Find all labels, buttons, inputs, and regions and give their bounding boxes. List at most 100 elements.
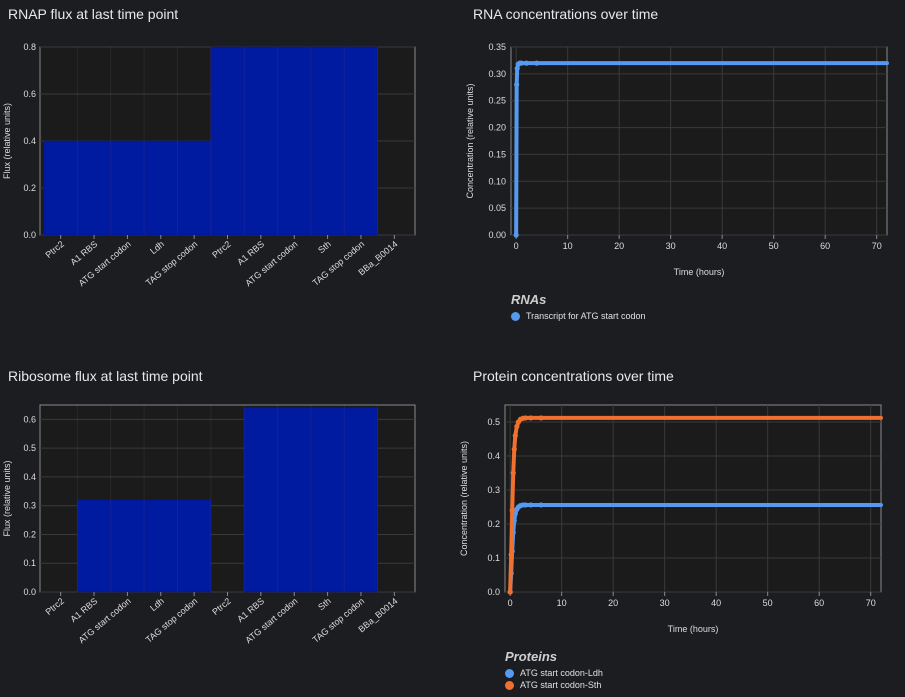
bar	[310, 46, 345, 236]
bar	[344, 46, 378, 236]
protein-legend-label-sth: ATG start codon-Sth	[520, 680, 602, 690]
ribosome-flux-plot: 0.0 0.1 0.2 0.3 0.4 0.5 0.6 Flux (relative unit…	[2, 404, 416, 645]
x-tick-label: 70	[872, 241, 882, 251]
data-point	[523, 502, 529, 508]
y-tick-label: 0.6	[23, 89, 36, 99]
data-point	[538, 502, 544, 508]
x-tick-label: Ldh	[148, 596, 166, 613]
rna-legend-item[interactable]: Transcript for ATG start codon	[511, 311, 646, 321]
x-tick-label: A1 RBS	[68, 596, 99, 624]
bar	[43, 140, 78, 236]
y-tick-label: 0.2	[23, 529, 36, 539]
x-axis-label: Time (hours)	[674, 267, 725, 277]
y-tick-label: 0.30	[488, 69, 506, 79]
x-tick-label: Sth	[316, 596, 333, 612]
y-tick-label: 0.0	[23, 587, 36, 597]
rnap-flux-chart: 0.0 0.2 0.4 0.6 0.8 Flux (relative units) Ptrc…	[2, 42, 416, 288]
protein-concentration-plot: 0.0 0.1 0.2 0.3 0.4 0.5 0 10 20 30 40 50 60 70 Time (h…	[459, 404, 883, 634]
y-tick-label: 0.10	[488, 176, 506, 186]
data-point	[513, 232, 519, 238]
x-tick-label: 60	[814, 598, 824, 608]
y-tick-label: 0.5	[23, 443, 36, 453]
rna-concentration-title: RNA concentrations over time	[473, 6, 659, 22]
data-point	[512, 433, 518, 439]
legend-marker-icon	[505, 680, 514, 690]
protein-concentration-title: Protein concentrations over time	[473, 368, 674, 384]
x-tick-label: Ptrc2	[43, 239, 66, 260]
y-tick-label: 0.8	[23, 42, 36, 52]
data-point	[528, 502, 534, 508]
data-point	[511, 446, 517, 452]
rnap-flux-title: RNAP flux at last time point	[8, 6, 179, 22]
bar	[310, 407, 345, 593]
x-tick-label: 60	[820, 241, 830, 251]
rna-legend-title: RNAs	[511, 292, 547, 307]
data-point	[508, 552, 514, 558]
y-tick-label: 0.4	[23, 472, 36, 482]
x-tick-label: 70	[866, 598, 876, 608]
x-tick-label: 20	[608, 598, 618, 608]
protein-concentration-chart: 0.0 0.1 0.2 0.3 0.4 0.5 0 10 20 30 40 50 60 70 Time (h…	[459, 404, 883, 634]
bar	[143, 499, 178, 593]
y-axis-label: Flux (relative units)	[2, 103, 12, 179]
data-point	[514, 423, 520, 430]
data-point	[514, 82, 520, 88]
x-tick-label: 50	[769, 241, 779, 251]
y-tick-label: 0.35	[488, 42, 506, 52]
y-tick-label: 0.4	[23, 136, 36, 146]
protein-concentration-panel: Protein concentrations over time 0.0 0.1 0…	[452, 362, 905, 697]
protein-legend-item-ldh[interactable]: ATG start codon-Ldh	[505, 668, 603, 678]
y-tick-label: 0.6	[23, 414, 36, 424]
data-point	[534, 60, 540, 66]
data-point	[510, 470, 516, 476]
data-point	[523, 60, 530, 66]
data-point	[523, 415, 529, 421]
bar	[277, 407, 312, 593]
ribosome-flux-chart: 0.0 0.1 0.2 0.3 0.4 0.5 0.6 Flux (relative unit…	[2, 404, 416, 645]
y-axis-label: Concentration (relative units)	[465, 83, 475, 198]
rna-legend-label: Transcript for ATG start codon	[526, 311, 646, 321]
x-tick-label: A1 RBS	[68, 239, 99, 267]
x-tick-label: Ptrc2	[43, 596, 66, 617]
bar	[77, 140, 111, 236]
bar	[177, 499, 212, 593]
rna-concentration-plot: 0.00 0.05 0.10 0.15 0.20 0.25 0.30 0.35 0 10 20 30 4…	[465, 42, 889, 277]
protein-legend-item-sth[interactable]: ATG start codon-Sth	[505, 680, 601, 690]
data-point	[528, 415, 534, 421]
data-point	[518, 60, 524, 66]
y-tick-label: 0.00	[488, 230, 506, 240]
x-tick-label: Ptrc2	[210, 596, 233, 617]
y-axis-label: Concentration (relative units)	[459, 441, 469, 556]
x-tick-label: 0	[508, 598, 513, 608]
ribosome-flux-title: Ribosome flux at last time point	[8, 368, 203, 384]
y-tick-label: 0.4	[487, 451, 500, 461]
x-tick-label: 10	[563, 241, 573, 251]
data-point	[507, 589, 513, 595]
x-tick-label: Ptrc2	[210, 239, 233, 260]
protein-legend-title: Proteins	[505, 649, 558, 664]
bar	[210, 46, 245, 236]
bar	[77, 499, 111, 593]
bar	[143, 140, 178, 236]
y-tick-label: 0.0	[487, 587, 500, 597]
x-tick-label: 50	[763, 598, 773, 608]
x-tick-label: Sth	[316, 239, 333, 255]
y-tick-label: 0.1	[23, 558, 36, 568]
x-axis-label: Time (hours)	[668, 624, 719, 634]
bar	[110, 499, 145, 593]
protein-legend-label-ldh: ATG start codon-Ldh	[520, 668, 603, 678]
ribosome-flux-panel: Ribosome flux at last time point 0.0 0.1 0…	[0, 362, 450, 662]
bar	[177, 140, 212, 236]
data-point	[538, 415, 544, 421]
y-tick-label: 0.15	[488, 149, 506, 159]
plot-area	[504, 404, 882, 593]
y-tick-label: 0.3	[487, 485, 500, 495]
y-tick-label: 0.2	[23, 183, 36, 193]
rna-concentration-chart: 0.00 0.05 0.10 0.15 0.20 0.25 0.30 0.35 0 10 20 30 4…	[465, 42, 889, 277]
y-tick-label: 0.5	[487, 417, 500, 427]
bar	[344, 407, 378, 593]
x-tick-label: 30	[666, 241, 676, 251]
x-tick-label: 20	[614, 241, 624, 251]
y-tick-label: 0.20	[488, 123, 506, 133]
y-tick-label: 0.05	[488, 203, 506, 213]
